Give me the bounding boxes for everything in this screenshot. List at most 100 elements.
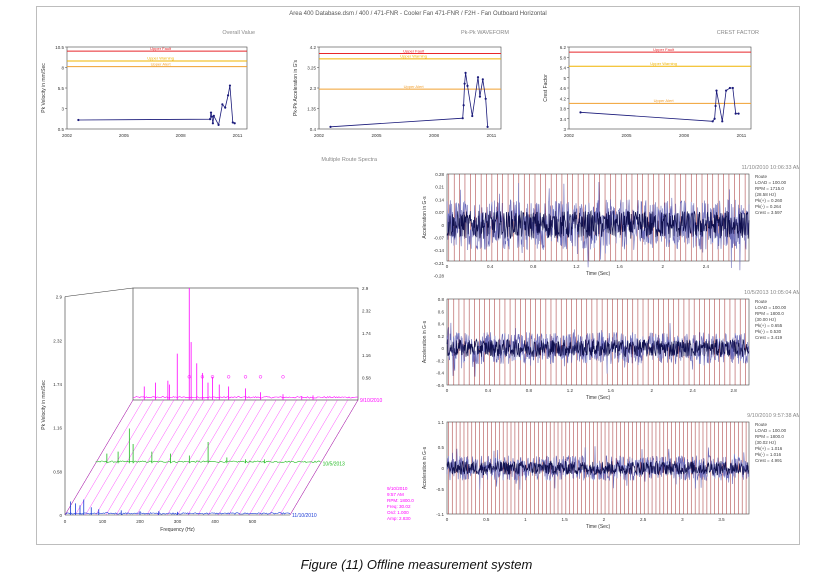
- x-tick-label: 2.5: [640, 517, 647, 522]
- x-tick-label: 2011: [487, 133, 497, 138]
- y-tick-label: 0.4: [438, 322, 445, 327]
- trend-line: [78, 85, 235, 127]
- floor-hatch-line: [177, 399, 246, 516]
- waveform-info: Route: [755, 299, 768, 304]
- x-tick-label: 300: [174, 519, 182, 524]
- trend-point: [210, 115, 214, 118]
- y-tick-label: 4.6: [560, 86, 567, 91]
- floor-hatch-line: [105, 399, 175, 516]
- floor-hatch-line: [126, 399, 195, 516]
- chart-title: Multiple Route Spectra: [321, 157, 378, 163]
- front-y-tick-label: 0: [59, 513, 62, 518]
- trend-point: [208, 118, 212, 121]
- chart-title: 11/10/2010 10:06:33 AM: [741, 165, 799, 171]
- waveform-info: (28.58 Hz): [755, 192, 777, 197]
- waveform-info: Pk(-) = 0.530: [755, 329, 782, 334]
- x-tick-label: 3: [681, 517, 684, 522]
- waveform-core: [446, 460, 750, 476]
- perspective-line: [64, 287, 134, 297]
- x-tick-label: 0.5: [483, 517, 490, 522]
- x-tick-label: 2: [650, 388, 653, 393]
- back-y-tick-label: 1.16: [362, 353, 371, 358]
- x-axis-label: Frequency (Hz): [160, 527, 195, 533]
- trend-point: [221, 103, 224, 106]
- chart-title: Pk-Pk WAVEFORM: [461, 30, 509, 36]
- window-title: Area 400 Database.dsm / 400 / 471-FNR - …: [289, 11, 547, 17]
- waveform-info: LOAD = 100.00: [755, 180, 787, 185]
- trend-point: [461, 117, 464, 120]
- y-tick-label: 0.07: [435, 210, 444, 215]
- x-axis-label: Time (Sec): [586, 271, 611, 277]
- y-tick-label: 0: [441, 346, 444, 351]
- x-tick-label: 200: [136, 519, 144, 524]
- threshold-label-alert: Upper Alert: [151, 61, 172, 66]
- floor-hatch-line: [187, 399, 256, 516]
- chart-title: 9/10/2010 9:57:38 AM: [747, 413, 799, 419]
- y-tick-label: 5: [563, 76, 566, 81]
- y-tick-label: 0: [441, 223, 444, 228]
- x-tick-label: 2002: [62, 133, 73, 138]
- trend-point: [478, 95, 482, 98]
- y-tick-label: 3: [563, 127, 566, 132]
- y-tick-label: -0.14: [434, 248, 445, 253]
- waveform-core: [446, 338, 750, 358]
- x-tick-label: 2002: [564, 133, 575, 138]
- front-y-tick-label: 2.9: [56, 295, 63, 300]
- waveform-chart-wave1: 11/10/2010 10:06:33 AM0.280.210.140.070-…: [422, 165, 799, 279]
- waveform-info: Crest = 3.419: [755, 335, 783, 340]
- spectrum-series: 10/5/2013: [95, 428, 345, 467]
- floor-hatch-line: [146, 399, 216, 516]
- y-tick-label: 3.25: [307, 66, 316, 71]
- waveform-info: Route: [755, 422, 768, 427]
- figure-caption: Figure (11) Offline measurement system: [300, 557, 533, 572]
- waveform-info: Crest = 4.991: [755, 458, 783, 463]
- x-tick-label: 2.8: [731, 388, 738, 393]
- back-y-tick-label: 0.58: [362, 376, 371, 381]
- y-tick-label: 10.5: [55, 45, 64, 50]
- floor-hatch-line: [248, 399, 318, 516]
- x-tick-label: 2011: [233, 133, 243, 138]
- x-tick-label: 2008: [176, 133, 187, 138]
- y-tick-label: 2.3: [310, 86, 317, 91]
- cursor-annotation: Freq: 30.02: [387, 504, 411, 509]
- harmonic-marker: [210, 375, 215, 379]
- y-tick-label: 5.8: [560, 55, 567, 60]
- floor-hatch-line: [75, 399, 144, 516]
- x-tick-label: 2005: [621, 133, 632, 138]
- trend-point: [728, 86, 732, 90]
- trend-point: [734, 112, 737, 115]
- trend-point: [211, 122, 214, 125]
- x-tick-label: 2002: [314, 133, 325, 138]
- x-tick-label: 2008: [679, 133, 690, 138]
- y-tick-label: -1.1: [436, 512, 444, 517]
- y-tick-label: 0.14: [435, 197, 444, 202]
- y-tick-label: 1.35: [307, 107, 316, 112]
- x-tick-label: 0: [446, 517, 449, 522]
- front-y-tick-label: 0.58: [53, 469, 62, 474]
- trend-point: [711, 120, 714, 123]
- waveform-info: Pk(+) = 1.016: [755, 446, 783, 451]
- trend-point: [737, 112, 740, 115]
- x-tick-label: 0.4: [485, 388, 492, 393]
- trend-point: [77, 118, 80, 122]
- spectrum-series: 9/10/2010: [132, 288, 382, 404]
- y-tick-label: 5.4: [560, 66, 567, 71]
- chart-title: CREST FACTOR: [717, 30, 759, 36]
- series-label: 11/10/2010: [292, 513, 317, 519]
- floor-hatch-line: [279, 399, 348, 516]
- harmonic-marker: [226, 375, 231, 379]
- trend-line: [580, 87, 739, 122]
- floor-hatch-line: [197, 399, 267, 516]
- floor-hatch-line: [269, 399, 338, 516]
- x-tick-label: 2: [661, 264, 664, 269]
- y-tick-label: 1.1: [438, 420, 445, 425]
- waveform-info: Route: [755, 174, 768, 179]
- y-tick-label: 0: [441, 466, 444, 471]
- trend-point: [228, 84, 232, 87]
- y-tick-label: 0.21: [435, 185, 444, 190]
- x-tick-label: 2005: [371, 133, 382, 138]
- threshold-label-warning: Upper Warning: [147, 56, 174, 61]
- waveform-chart-wave3: 9/10/2010 9:57:38 AM1.10.50-0.5-1.10 0.5 1…: [422, 413, 799, 530]
